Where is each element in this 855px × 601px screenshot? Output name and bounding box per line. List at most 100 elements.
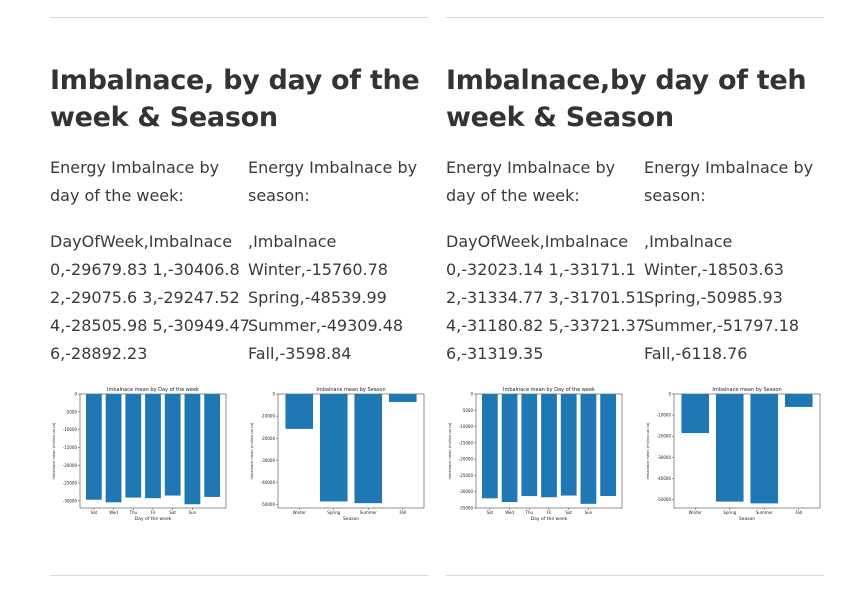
y-tick-label: -20000: [261, 436, 276, 441]
y-tick-label: -10000: [63, 427, 78, 432]
dow-text-block: Energy Imbalnace by day of the week: Day…: [50, 154, 250, 368]
season-line: Fall,-6118.76: [644, 344, 748, 363]
bar: [501, 394, 518, 503]
y-tick-label: -20000: [657, 434, 672, 439]
bar: [184, 394, 201, 505]
y-axis-label: Imbalnace mean (million ua ca): [448, 422, 452, 480]
y-tick-label: -30000: [63, 498, 78, 503]
panel-right: Imbalnace,by day of teh week & Season En…: [446, 0, 824, 601]
y-tick-label: -30000: [459, 489, 474, 494]
season-bar-chart: Imbalnace mean by Season 0 -10000 -20000 -30…: [646, 387, 821, 522]
x-tick-label: Fall: [795, 510, 802, 515]
x-tick-label: Wed: [109, 510, 118, 515]
y-tick-label: -35000: [459, 506, 474, 511]
plot-frame: [673, 393, 821, 509]
x-tick-label: Spring: [723, 510, 736, 515]
x-tick-label: Sun: [189, 510, 197, 515]
y-tick-label: -30000: [657, 455, 672, 460]
bar: [388, 394, 417, 402]
dow-text-block: Energy Imbalnace by day of the week: Day…: [446, 154, 646, 368]
y-tick-label: -50000: [261, 502, 276, 507]
season-line: Summer,-49309.48: [248, 316, 404, 335]
dow-line: DayOfWeek,Imbalnace: [446, 232, 629, 251]
y-tick-label: 0: [470, 392, 473, 397]
dow-line: 6,-28892.23: [50, 344, 148, 363]
x-tick-label: Summer: [360, 510, 377, 515]
season-heading: Energy Imbalnace by season:: [644, 158, 814, 205]
x-tick-label: Thu: [525, 510, 534, 515]
dow-line: 0,-29679.83 1,-30406.8: [50, 260, 240, 279]
x-tick-label: Fri: [547, 510, 552, 515]
top-divider: [446, 17, 824, 18]
bar: [560, 394, 577, 496]
y-tick-label: -20000: [63, 463, 78, 468]
y-axis-label: Imbalnace mean (million ua ca): [250, 422, 254, 480]
x-tick-label: Sat: [487, 510, 494, 515]
x-axis-label: Season: [343, 516, 359, 522]
x-tick-label: Winter: [293, 510, 307, 515]
dow-line: 4,-28505.98 5,-30949.47: [50, 316, 250, 335]
bar: [600, 394, 617, 497]
season-text-block: Energy Imbalnace by season: ,Imbalnace W…: [248, 154, 438, 368]
bar: [105, 394, 122, 503]
y-tick-label: 0: [272, 392, 275, 397]
bar: [125, 394, 142, 498]
bar: [681, 394, 710, 434]
bar: [784, 394, 813, 407]
y-tick-label: 0: [74, 392, 77, 397]
section-title: Imbalnace, by day of the week & Season: [50, 65, 420, 133]
plot-frame: [277, 393, 425, 509]
x-tick-label: Sat: [91, 510, 98, 515]
y-tick-label: -10000: [261, 414, 276, 419]
dow-line: DayOfWeek,Imbalnace: [50, 232, 233, 251]
bar: [204, 394, 221, 497]
top-divider: [50, 17, 428, 18]
season-line: Spring,-48539.99: [248, 288, 387, 307]
y-tick-label: -15000: [459, 440, 474, 445]
bar: [164, 394, 181, 496]
bar: [580, 394, 597, 504]
section-title: Imbalnace,by day of teh week & Season: [446, 65, 807, 133]
bar: [319, 394, 348, 502]
season-text-block: Energy Imbalnace by season: ,Imbalnace W…: [644, 154, 834, 368]
bar: [715, 394, 744, 502]
x-axis-label: Day of the week: [135, 516, 172, 522]
x-tick-label: Wed: [505, 510, 514, 515]
season-line: ,Imbalnace: [644, 232, 733, 251]
dow-bar-chart: Imbalnace mean by Day of the week 0 -5000 -…: [448, 387, 623, 522]
y-tick-label: -25000: [63, 481, 78, 486]
y-axis-label: Imbalnace mean (million ua ca): [646, 422, 650, 480]
season-line: ,Imbalnace: [248, 232, 337, 251]
x-tick-label: Winter: [689, 510, 703, 515]
chart-title: Imbalnace mean by Day of the week: [107, 387, 199, 393]
season-line: Fall,-3598.84: [248, 344, 352, 363]
y-tick-label: -50000: [657, 497, 672, 502]
y-tick-label: -5000: [461, 408, 473, 413]
y-tick-label: -10000: [657, 413, 672, 418]
dow-line: 4,-31180.82 5,-33721.37: [446, 316, 646, 335]
bar: [750, 394, 779, 504]
chart-title: Imbalnace mean by Day of the week: [503, 387, 595, 393]
x-tick-label: Fall: [399, 510, 406, 515]
y-axis-label: Imbalnace mean (million ua ca): [52, 422, 56, 480]
season-line: Spring,-50985.93: [644, 288, 783, 307]
bottom-divider: [50, 575, 428, 576]
bar: [285, 394, 314, 429]
y-tick-label: -5000: [65, 409, 77, 414]
y-tick-label: -40000: [657, 476, 672, 481]
dow-line: 2,-31334.77 3,-31701.51: [446, 288, 646, 307]
y-tick-label: -30000: [261, 458, 276, 463]
dow-heading: Energy Imbalnace by day of the week:: [50, 158, 220, 205]
x-tick-label: Sun: [585, 510, 593, 515]
dow-line: 6,-31319.35: [446, 344, 544, 363]
x-axis-label: Season: [739, 516, 755, 522]
x-tick-label: Sat: [565, 510, 572, 515]
bar: [521, 394, 538, 497]
chart-title: Imbalnace mean by Season: [712, 387, 781, 393]
y-tick-label: -15000: [63, 445, 78, 450]
bar: [145, 394, 161, 499]
y-tick-label: 0: [668, 392, 671, 397]
dow-line: 0,-32023.14 1,-33171.1: [446, 260, 636, 279]
bar: [481, 394, 498, 499]
season-line: Summer,-51797.18: [644, 316, 800, 335]
